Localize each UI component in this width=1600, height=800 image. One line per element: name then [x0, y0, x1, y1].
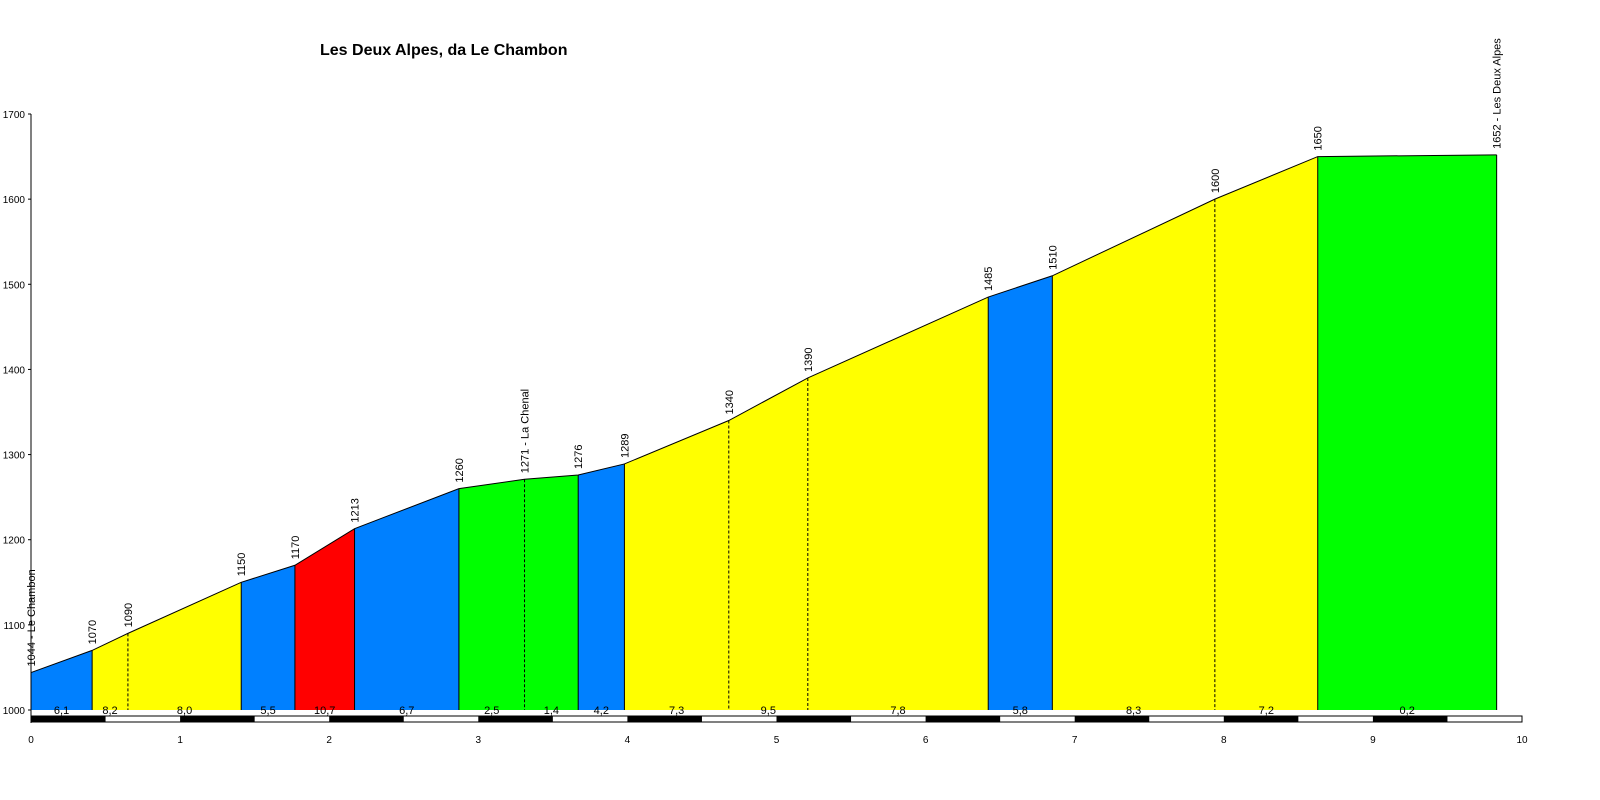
y-tick-label: 1100 — [3, 621, 25, 632]
gradient-label: 0,2 — [1400, 705, 1415, 717]
x-tick-label: 10 — [1516, 735, 1528, 746]
profile-line — [30, 154, 1497, 674]
gradient-label: 1,4 — [544, 705, 559, 717]
elevation-label: 1260 — [454, 458, 466, 482]
segment-fill — [1052, 199, 1215, 710]
elevation-label: 1170 — [290, 536, 302, 560]
y-tick-label: 1700 — [3, 110, 26, 121]
gradient-label: 5,5 — [260, 705, 275, 717]
segment-fill — [524, 475, 579, 710]
axes — [28, 113, 32, 723]
gradient-label: 7,3 — [669, 705, 684, 717]
elevation-label: 1044 - Le Chambon — [26, 569, 38, 666]
x-tick-label: 7 — [1072, 735, 1078, 746]
segment-fill — [458, 479, 525, 710]
gradient-label: 9,5 — [761, 705, 776, 717]
segment-fill — [1214, 156, 1318, 711]
elevation-label: 1485 — [983, 267, 995, 291]
elevation-label: 1340 — [724, 390, 736, 414]
elevation-labels: 1044 - Le Chambon 1070 1090 1150 1170 1213 126… — [26, 38, 1504, 667]
scale-bar-block — [1223, 716, 1299, 722]
segment-fill — [241, 565, 295, 710]
segment-fill — [624, 420, 729, 710]
scale-bar-block — [478, 716, 553, 722]
segment-fill — [294, 528, 355, 710]
scale-bar-block — [925, 716, 1001, 722]
elevation-label: 1070 — [87, 620, 99, 644]
elevation-label: 1213 — [350, 498, 362, 522]
gradient-label: 8,2 — [102, 705, 117, 717]
gradient-label: 7,8 — [890, 705, 905, 717]
gradient-label: 7,2 — [1259, 705, 1274, 717]
segment-fill — [1317, 154, 1497, 710]
distance-scale-bar — [30, 715, 1523, 723]
elevation-label: 1510 — [1047, 245, 1059, 269]
scale-bar-block — [180, 716, 255, 722]
elevation-label: 1650 — [1313, 126, 1325, 150]
scale-bar-block — [329, 716, 404, 722]
segment-fill — [354, 488, 459, 710]
gradient-label: 6,1 — [54, 705, 69, 717]
gradient-label: 5,8 — [1013, 705, 1028, 717]
y-tick-labels: 1000 1100 1200 1300 1400 1500 1600 1700 — [3, 110, 26, 717]
x-tick-label: 1 — [177, 735, 183, 746]
x-tick-label: 6 — [923, 735, 929, 746]
elevation-label: 1150 — [236, 553, 248, 577]
scale-bar-block — [1372, 716, 1448, 722]
segment-fill — [578, 463, 625, 710]
scale-bar-block — [1074, 716, 1150, 722]
scale-bar-block — [627, 716, 702, 722]
gradient-label: 10,7 — [314, 705, 335, 717]
gradient-label: 6,7 — [399, 705, 414, 717]
gradient-label: 2,5 — [484, 705, 499, 717]
elevation-label: 1271 - La Chenal — [520, 389, 532, 473]
gradient-label: 4,2 — [594, 705, 609, 717]
elevation-label: 1090 — [123, 603, 135, 627]
y-tick-label: 1400 — [3, 365, 26, 376]
elevation-label: 1652 - Les Deux Alpes — [1492, 38, 1504, 149]
segment-fill — [92, 633, 128, 710]
y-tick-label: 1200 — [3, 536, 26, 547]
x-tick-label: 9 — [1370, 735, 1376, 746]
segment-fill — [31, 650, 93, 710]
x-tick-label: 0 — [28, 735, 34, 746]
x-tick-label: 4 — [625, 735, 631, 746]
gradient-label: 8,0 — [177, 705, 192, 717]
x-tick-label: 8 — [1221, 735, 1227, 746]
elevation-label: 1600 — [1210, 169, 1222, 193]
gradient-labels: 6,1 8,2 8,0 5,5 10,7 6,7 2,5 1,4 4,2 7,3 9,5 7,8 5,8… — [54, 705, 1415, 717]
scale-bar-block — [776, 716, 852, 722]
segment-dividers — [91, 154, 1498, 710]
y-tick-label: 1300 — [3, 451, 26, 462]
gradient-label: 8,3 — [1126, 705, 1141, 717]
x-tick-label: 3 — [476, 735, 482, 746]
chart-title: Les Deux Alpes, da Le Chambon — [320, 42, 567, 59]
x-tick-label: 5 — [774, 735, 780, 746]
segment-fill — [807, 297, 989, 710]
y-tick-label: 1000 — [3, 706, 26, 717]
segment-fill — [127, 582, 242, 710]
x-tick-labels: 0 1 2 3 4 5 6 7 8 9 10 — [28, 735, 1528, 746]
segment-fills — [31, 154, 1497, 711]
segment-fill — [728, 377, 808, 710]
elevation-label: 1276 — [573, 445, 585, 469]
y-tick-label: 1500 — [3, 280, 26, 291]
elevation-label: 1390 — [803, 347, 815, 371]
elevation-label: 1289 — [619, 433, 631, 457]
x-tick-label: 2 — [326, 735, 332, 746]
profile-path — [30, 154, 1497, 674]
segment-fill — [988, 275, 1053, 710]
y-tick-label: 1600 — [3, 195, 26, 206]
scale-bar-block — [31, 716, 106, 722]
